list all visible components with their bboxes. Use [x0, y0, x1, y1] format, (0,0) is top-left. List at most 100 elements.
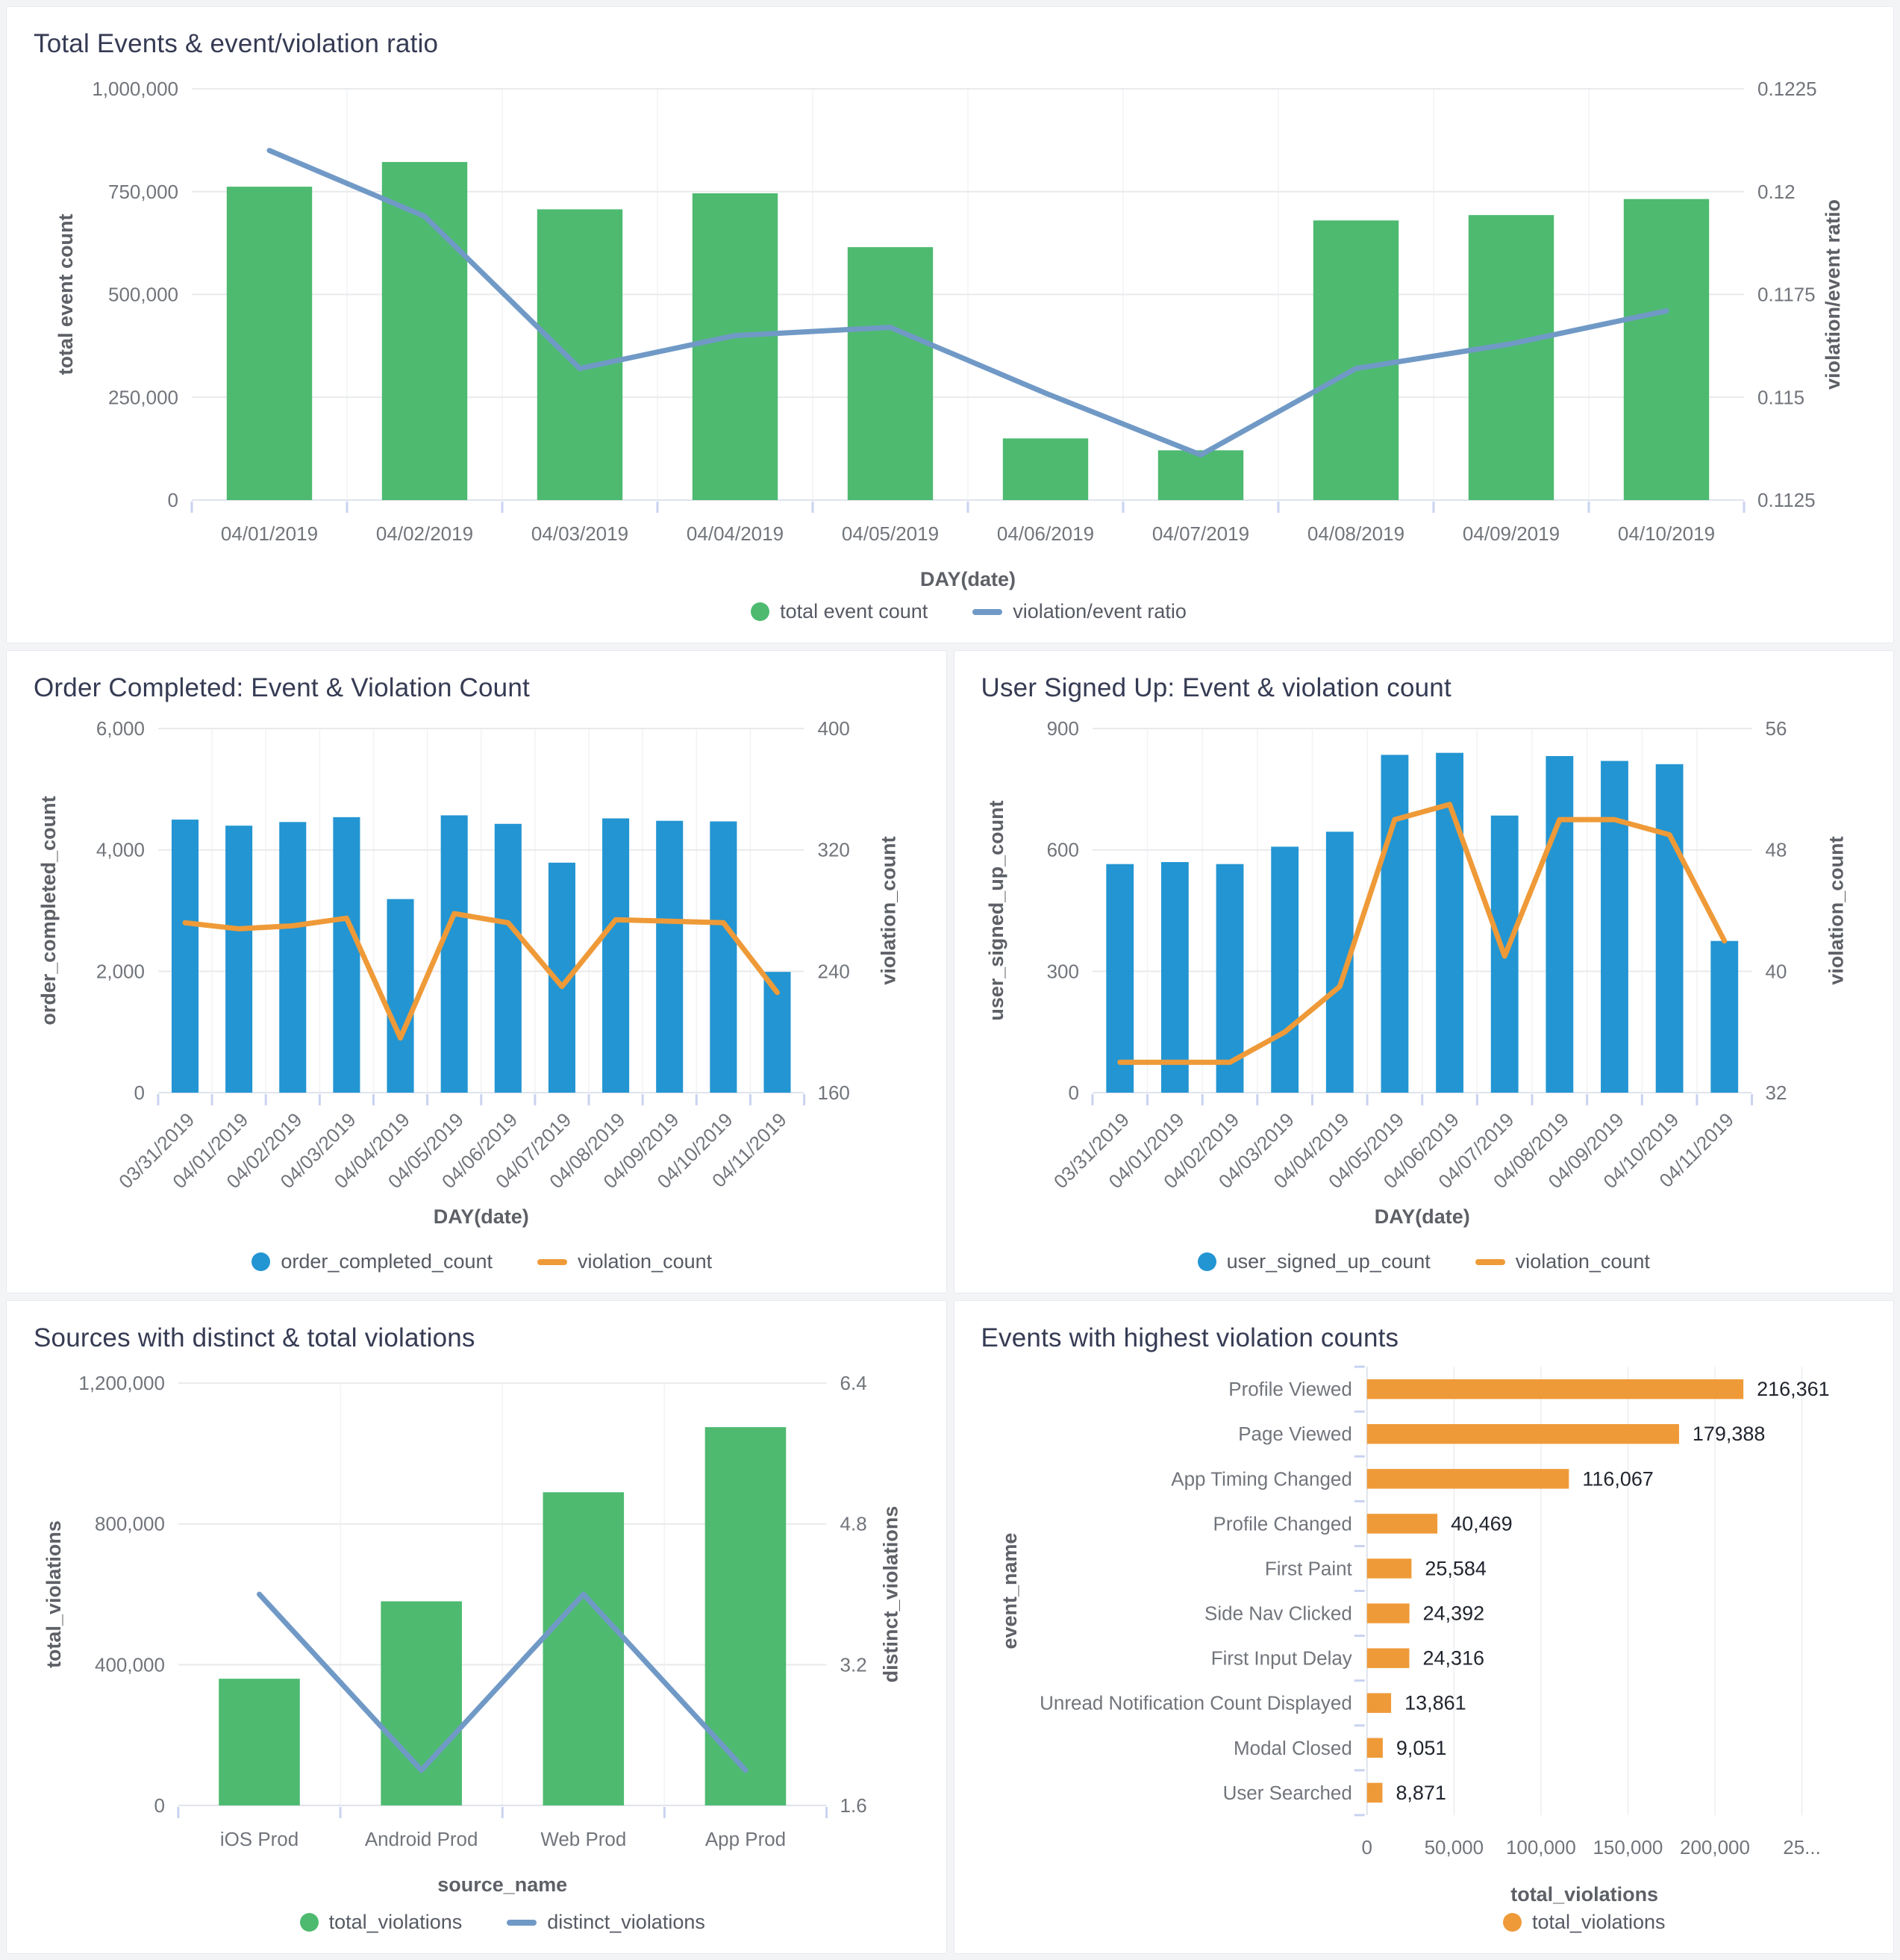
svg-text:6.4: 6.4 — [840, 1372, 867, 1394]
legend-item-violation-count[interactable]: violation_count — [1475, 1250, 1650, 1273]
user-signed-up-chart-area: 900 56 600 48 300 40 0 32 03/31/2019 04/01/2019 04… — [975, 705, 1873, 1246]
svg-text:150,000: 150,000 — [1593, 1836, 1663, 1858]
svg-text:App Prod: App Prod — [705, 1828, 786, 1850]
svg-text:48: 48 — [1765, 839, 1787, 861]
svg-text:First Paint: First Paint — [1264, 1557, 1352, 1579]
svg-text:40: 40 — [1765, 960, 1787, 982]
sources-chart[interactable]: 1,200,000 6.4 800,000 4.8 400,000 3.2 0 1.6 iOS … — [28, 1355, 925, 1906]
legend-item-order-completed-count[interactable]: order_completed_count — [251, 1250, 493, 1273]
legend-item-total-event-count[interactable]: total event count — [751, 600, 928, 623]
total-events-legend: total event count violation/event ratio — [28, 596, 1872, 632]
legend-label: violation_count — [1515, 1250, 1650, 1273]
svg-text:50,000: 50,000 — [1424, 1836, 1483, 1858]
sources-chart-area: 1,200,000 6.4 800,000 4.8 400,000 3.2 0 1.6 iOS … — [28, 1355, 925, 1906]
svg-text:0.1175: 0.1175 — [1757, 284, 1816, 306]
legend-item-total-violations[interactable]: total_violations — [1502, 1911, 1666, 1934]
svg-text:total_violations: total_violations — [1510, 1883, 1658, 1906]
svg-text:0.1225: 0.1225 — [1757, 78, 1817, 100]
svg-text:116,067: 116,067 — [1582, 1467, 1653, 1490]
bar-series-swatch-icon — [299, 1913, 319, 1932]
svg-text:0: 0 — [1361, 1836, 1372, 1858]
panel-top-events: Events with highest violation counts 0 50… — [953, 1300, 1894, 1954]
svg-text:3.2: 3.2 — [840, 1653, 867, 1676]
svg-text:40,469: 40,469 — [1451, 1512, 1513, 1535]
svg-text:User Searched: User Searched — [1222, 1782, 1351, 1804]
svg-text:04/09/2019: 04/09/2019 — [1463, 522, 1560, 545]
svg-text:24,316: 24,316 — [1422, 1647, 1484, 1670]
total-events-chart[interactable]: 1,000,000 0.1225 750,000 0.12 500,000 0.1175 2… — [28, 60, 1872, 596]
top-events-chart[interactable]: 0 50,000 100,000 150,000 200,000 25... 216,361… — [975, 1355, 1873, 1906]
line-series-swatch-icon — [1475, 1258, 1505, 1265]
svg-text:violation_count: violation_count — [1825, 836, 1847, 984]
svg-text:violation/event ratio: violation/event ratio — [1822, 199, 1844, 390]
svg-text:179,388: 179,388 — [1692, 1423, 1765, 1445]
svg-text:320: 320 — [818, 839, 850, 861]
svg-text:1.6: 1.6 — [840, 1794, 867, 1817]
total-events-chart-area: 1,000,000 0.1225 750,000 0.12 500,000 0.1175 2… — [28, 60, 1872, 596]
svg-text:4,000: 4,000 — [96, 839, 145, 861]
svg-text:Profile Changed: Profile Changed — [1213, 1512, 1351, 1535]
svg-text:6,000: 6,000 — [96, 717, 145, 740]
svg-text:Web Prod: Web Prod — [540, 1828, 626, 1850]
legend-item-distinct-violations[interactable]: distinct_violations — [507, 1911, 705, 1934]
svg-text:0.12: 0.12 — [1757, 181, 1796, 203]
svg-text:9,051: 9,051 — [1396, 1737, 1446, 1759]
legend-item-violation-event-ratio[interactable]: violation/event ratio — [972, 600, 1187, 623]
svg-text:1,200,000: 1,200,000 — [78, 1372, 165, 1394]
svg-text:216,361: 216,361 — [1757, 1378, 1830, 1400]
svg-text:04/10/2019: 04/10/2019 — [1618, 522, 1715, 545]
legend-item-violation-count[interactable]: violation_count — [537, 1250, 712, 1273]
svg-text:order_completed_count: order_completed_count — [37, 796, 60, 1025]
svg-text:32: 32 — [1765, 1082, 1787, 1104]
legend-item-total-violations[interactable]: total_violations — [299, 1911, 463, 1934]
svg-text:Unread Notification Count Disp: Unread Notification Count Displayed — [1040, 1692, 1352, 1714]
svg-text:0: 0 — [154, 1794, 164, 1817]
svg-text:total event count: total event count — [54, 213, 77, 375]
svg-text:0.1125: 0.1125 — [1757, 489, 1816, 511]
svg-text:0: 0 — [134, 1082, 144, 1104]
legend-label: order_completed_count — [281, 1250, 493, 1273]
svg-text:04/07/2019: 04/07/2019 — [1152, 522, 1249, 545]
svg-text:13,861: 13,861 — [1404, 1692, 1466, 1714]
line-series-swatch-icon — [537, 1258, 568, 1265]
order-completed-legend: order_completed_count violation_count — [28, 1246, 925, 1282]
svg-text:100,000: 100,000 — [1505, 1836, 1575, 1858]
svg-text:violation_count: violation_count — [878, 836, 900, 984]
svg-text:500,000: 500,000 — [108, 284, 178, 306]
svg-text:900: 900 — [1046, 717, 1078, 740]
svg-text:04/04/2019: 04/04/2019 — [687, 522, 784, 545]
bar-series-swatch-icon — [1502, 1913, 1522, 1932]
chart-title: Events with highest violation counts — [981, 1323, 1399, 1352]
svg-text:25,584: 25,584 — [1425, 1557, 1487, 1579]
svg-text:160: 160 — [818, 1082, 850, 1104]
svg-text:8,871: 8,871 — [1396, 1782, 1446, 1804]
svg-text:800,000: 800,000 — [95, 1513, 165, 1535]
svg-text:300: 300 — [1046, 960, 1078, 982]
chart-title: Sources with distinct & total violations — [34, 1323, 475, 1352]
chart-title: User Signed Up: Event & violation count — [981, 673, 1451, 702]
svg-text:04/02/2019: 04/02/2019 — [376, 522, 473, 545]
svg-text:400,000: 400,000 — [95, 1653, 165, 1676]
svg-text:0: 0 — [168, 489, 178, 511]
svg-text:iOS Prod: iOS Prod — [220, 1828, 299, 1850]
chart-title: Order Completed: Event & Violation Count — [34, 673, 530, 702]
legend-label: total_violations — [328, 1911, 463, 1933]
svg-text:user_signed_up_count: user_signed_up_count — [984, 800, 1007, 1020]
svg-text:4.8: 4.8 — [840, 1513, 867, 1535]
svg-text:DAY(date): DAY(date) — [1374, 1205, 1469, 1228]
legend-label: violation_count — [578, 1250, 713, 1273]
svg-text:04/01/2019: 04/01/2019 — [221, 522, 318, 545]
svg-text:04/03/2019: 04/03/2019 — [531, 522, 628, 545]
svg-text:Android Prod: Android Prod — [365, 1828, 478, 1850]
svg-text:25...: 25... — [1783, 1836, 1821, 1858]
bar-series-swatch-icon — [751, 602, 770, 621]
legend-item-user-signed-up-count[interactable]: user_signed_up_count — [1197, 1250, 1431, 1273]
legend-label: violation/event ratio — [1013, 600, 1187, 622]
panel-total-events: Total Events & event/violation ratio 1,0… — [6, 6, 1894, 643]
chart-title: Total Events & event/violation ratio — [34, 29, 439, 58]
bar-series-swatch-icon — [251, 1252, 271, 1271]
svg-text:04/06/2019: 04/06/2019 — [997, 522, 1094, 545]
